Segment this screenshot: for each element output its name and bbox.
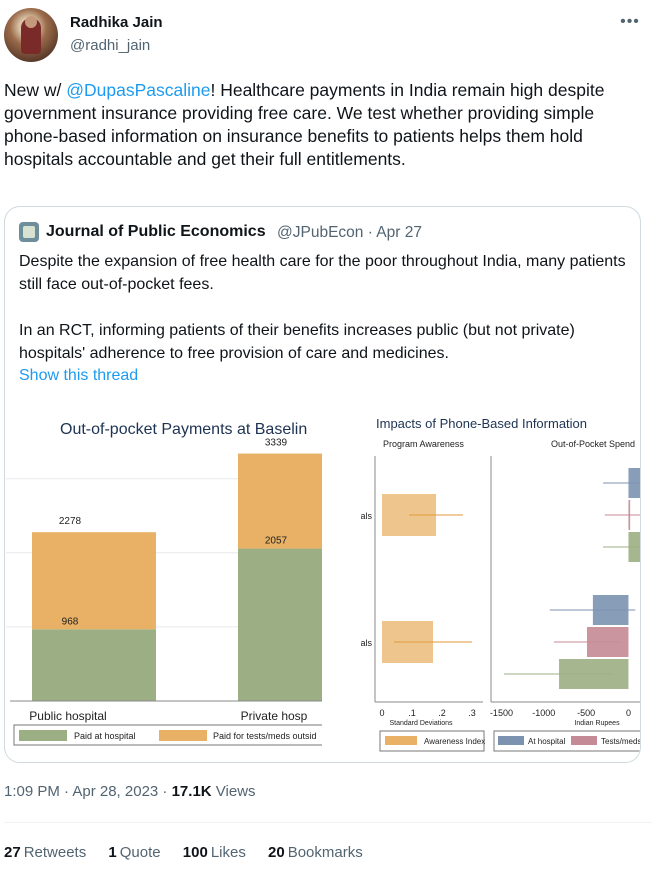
tweet-time[interactable]: 1:09 PM · Apr 28, 2023 · [4, 783, 172, 800]
ellipsis-icon[interactable]: ••• [620, 13, 640, 30]
tweet-stats: 27 Retweets 1 Quote 100 Likes 20 Bookmarks [4, 844, 381, 861]
author-display-name[interactable]: Radhika Jain [70, 14, 163, 31]
segment-value-label: 2057 [265, 536, 288, 547]
retweets-stat[interactable]: 27 Retweets [4, 844, 86, 861]
retweets-count: 27 [4, 844, 21, 861]
tweet-prefix: New w/ [4, 80, 67, 100]
retweets-label: Retweets [23, 844, 87, 861]
panel-title: Out-of-Pocket Spend [551, 439, 635, 449]
x-tick-label: .3 [468, 708, 476, 718]
x-tick-label: .2 [438, 708, 446, 718]
bookmarks-count: 20 [268, 844, 285, 861]
tweet-header: Radhika Jain @radhi_jain ••• [0, 0, 656, 72]
category-label: Hospitals [361, 638, 372, 648]
legend-swatch [159, 730, 207, 741]
x-axis-label: Standard Deviations [389, 720, 453, 727]
x-axis-label: Indian Rupees [574, 720, 620, 727]
panel-title: Program Awareness [383, 439, 464, 449]
likes-count: 100 [182, 844, 208, 861]
legend-label: Paid for tests/meds outsid [213, 731, 317, 741]
bookmarks-stat[interactable]: 20 Bookmarks [268, 844, 363, 861]
journal-logo-icon[interactable] [19, 222, 39, 242]
quoted-tweet-text: Despite the expansion of free health car… [19, 250, 631, 365]
tweet-timestamp: 1:09 PM · Apr 28, 2023 · 17.1K Views [4, 783, 256, 800]
bar-segment [238, 548, 322, 701]
segment-value-label: 968 [62, 616, 79, 627]
bar-segment [32, 532, 156, 630]
legend-label: Tests/meds o [601, 737, 641, 746]
quoted-paragraph-1: Despite the expansion of free health car… [19, 253, 626, 293]
bar-segment [238, 453, 322, 549]
x-tick-label: .1 [408, 708, 416, 718]
legend-box [379, 730, 485, 752]
legend-box [13, 724, 322, 746]
category-label: Private hosp [241, 709, 308, 723]
tweet-text: New w/ @DupasPascaline! Healthcare payme… [4, 79, 644, 171]
legend-swatch [19, 730, 67, 741]
legend-label: Awareness Index [424, 737, 485, 746]
views-label: Views [211, 783, 256, 800]
quoted-paragraph-2: In an RCT, informing patients of their b… [19, 322, 575, 362]
total-value-label: 3339 [265, 438, 288, 449]
likes-stat[interactable]: 100 Likes [183, 844, 246, 861]
legend-label: At hospital [528, 737, 566, 746]
avatar-face [25, 16, 37, 28]
quoted-media[interactable]: Out-of-pocket Payments at Baselin 968 2278… [6, 404, 641, 762]
author-handle[interactable]: @radhi_jain [70, 37, 151, 54]
quoted-tweet-card[interactable]: Journal of Public Economics @JPubEcon · … [4, 206, 641, 763]
avatar-figure [21, 18, 41, 54]
legend-swatch [571, 736, 597, 745]
bookmarks-label: Bookmarks [287, 844, 363, 861]
x-tick-label: -500 [577, 708, 595, 718]
legend-label: Paid at hospital [74, 731, 136, 741]
tweet-body: ! Healthcare payments in India remain hi… [4, 80, 605, 169]
x-tick-label: 0 [379, 708, 384, 718]
quoted-author-meta: @JPubEcon · Apr 27 [277, 224, 422, 241]
category-label: Hospitals [361, 511, 372, 521]
chart-title: Impacts of Phone-Based Information [376, 416, 587, 431]
show-thread-link[interactable]: Show this thread [19, 367, 139, 384]
avatar[interactable] [4, 8, 58, 62]
x-tick-label: -1000 [532, 708, 555, 718]
legend-swatch [385, 736, 417, 745]
quotes-stat[interactable]: 1 Quote [108, 844, 160, 861]
likes-label: Likes [210, 844, 246, 861]
baseline-payments-chart: Out-of-pocket Payments at Baselin 968 2278… [6, 404, 322, 762]
quotes-label: Quote [119, 844, 161, 861]
total-value-label: 2278 [59, 516, 82, 527]
bar-segment [32, 629, 156, 701]
quoted-author-name[interactable]: Journal of Public Economics [46, 223, 266, 240]
chart-title: Out-of-pocket Payments at Baselin [60, 421, 307, 438]
quotes-count: 1 [108, 844, 117, 861]
x-tick-label: 0 [626, 708, 631, 718]
mention-link[interactable]: @DupasPascaline [66, 80, 211, 100]
x-tick-label: -1500 [490, 708, 513, 718]
views-count: 17.1K [171, 783, 212, 800]
legend-swatch [498, 736, 524, 745]
impacts-chart: Impacts of Phone-Based Information Progra… [361, 404, 641, 762]
legend-box [493, 730, 640, 752]
category-label: Public hospital [29, 709, 106, 723]
divider [4, 822, 652, 823]
